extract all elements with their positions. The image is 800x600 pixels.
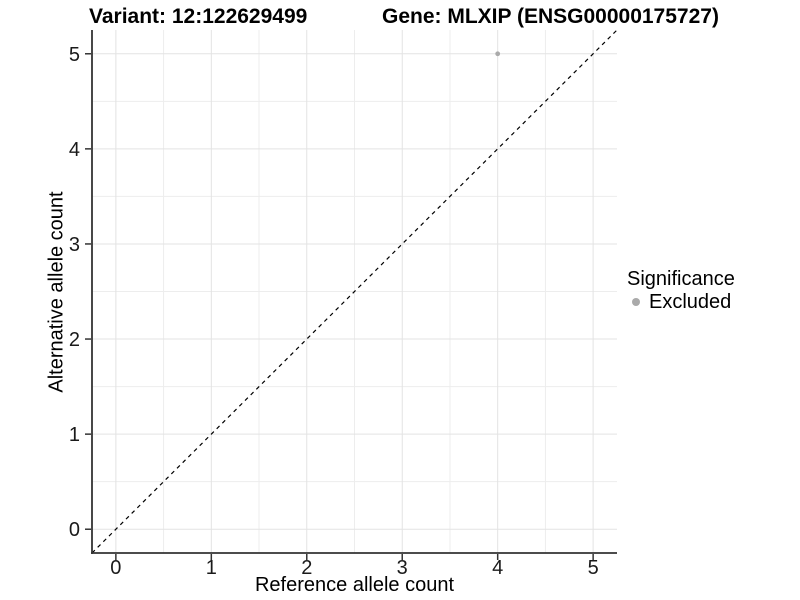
- x-tick-label: 3: [397, 557, 408, 579]
- y-tick-label: 0: [69, 519, 80, 541]
- y-tick-label: 3: [69, 234, 80, 256]
- x-tick-label: 2: [301, 557, 312, 579]
- y-axis-title: Alternative allele count: [45, 191, 68, 393]
- legend: Significance Excluded: [627, 267, 735, 313]
- legend-item-label: Excluded: [649, 291, 732, 313]
- plot-title-gene: Gene: MLXIP (ENSG00000175727): [382, 5, 719, 28]
- y-tick-label: 1: [69, 424, 80, 446]
- x-tick-label: 1: [206, 557, 217, 579]
- legend-item-excluded: Excluded: [627, 291, 735, 313]
- identity-line: [91, 29, 618, 554]
- y-tick-label: 5: [69, 44, 80, 66]
- x-tick-label: 5: [588, 557, 599, 579]
- excluded-marker-icon: [632, 298, 640, 306]
- x-axis-title: Reference allele count: [254, 574, 454, 596]
- x-tick-label: 0: [110, 557, 121, 579]
- y-tick-label: 2: [69, 329, 80, 351]
- plot-title-variant: Variant: 12:122629499: [89, 5, 308, 28]
- legend-title: Significance: [627, 268, 735, 290]
- y-tick-label: 4: [69, 139, 80, 161]
- data-point: [495, 51, 501, 57]
- x-tick-label: 4: [492, 557, 503, 579]
